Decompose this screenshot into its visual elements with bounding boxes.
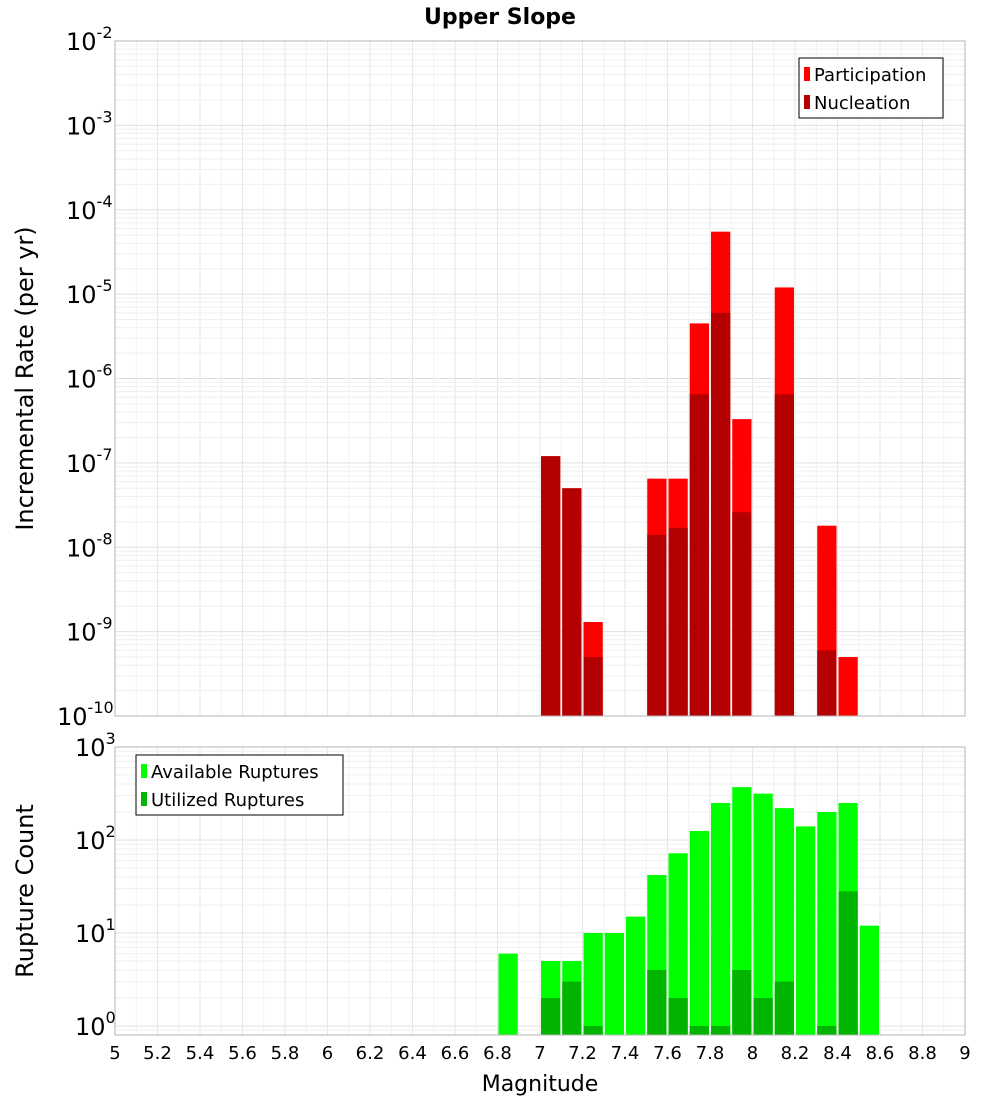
y-tick-label: 10-4 bbox=[66, 192, 113, 225]
bar bbox=[498, 953, 518, 1035]
x-tick-label: 5.8 bbox=[271, 1043, 300, 1064]
bar bbox=[774, 394, 794, 716]
y-tick-label: 10-2 bbox=[66, 23, 113, 56]
y-tick-label: 10-8 bbox=[66, 529, 113, 562]
x-tick-label: 7.4 bbox=[611, 1043, 640, 1064]
x-tick-label: 8.4 bbox=[823, 1043, 852, 1064]
bar bbox=[774, 808, 794, 1035]
x-tick-label: 7 bbox=[534, 1043, 545, 1064]
bar bbox=[541, 997, 561, 1035]
y-tick-label: 10-3 bbox=[66, 107, 113, 140]
x-tick-label: 8.6 bbox=[866, 1043, 895, 1064]
bar bbox=[668, 527, 688, 716]
y-tick-label: 100 bbox=[75, 1008, 116, 1041]
y-tick-label: 101 bbox=[75, 915, 116, 948]
x-tick-label: 9 bbox=[959, 1043, 970, 1064]
legend-box bbox=[798, 57, 944, 119]
x-tick-label: 5.6 bbox=[228, 1043, 257, 1064]
legend-swatch bbox=[804, 95, 810, 109]
legend-entry: Utilized Ruptures bbox=[151, 790, 304, 811]
bar bbox=[668, 853, 688, 1035]
x-tick-labels: 5 5.2 5.4 5.6 5.8 6 6.2 6.4 6.6 6.8 7 7.2 7.4 7.6 7.8 8… bbox=[109, 1043, 970, 1064]
legend: Available Ruptures Utilized Ruptures bbox=[135, 754, 344, 816]
legend-swatch bbox=[804, 67, 810, 81]
x-tick-label: 7.2 bbox=[568, 1043, 597, 1064]
x-tick-label: 8.2 bbox=[781, 1043, 810, 1064]
bar bbox=[774, 981, 794, 1035]
bar bbox=[583, 657, 603, 716]
bar bbox=[732, 512, 752, 716]
x-tick-label: 5.2 bbox=[143, 1043, 172, 1064]
bar bbox=[647, 534, 667, 716]
y-tick-labels: 10-10 10-9 10-8 10-7 10-6 10-5 10-4 10-3 10-2 bbox=[57, 23, 114, 731]
x-tick-label: 6 bbox=[322, 1043, 333, 1064]
x-tick-label: 5.4 bbox=[186, 1043, 215, 1064]
plot-border bbox=[114, 40, 966, 717]
bar bbox=[647, 969, 667, 1035]
bar bbox=[859, 925, 879, 1035]
y-tick-label: 10-9 bbox=[66, 614, 113, 647]
bar bbox=[753, 793, 773, 1035]
x-axis-label: Magnitude bbox=[482, 1072, 599, 1097]
x-tick-label: 8 bbox=[747, 1043, 758, 1064]
legend-entry: Nucleation bbox=[814, 93, 910, 114]
panel-1: 10-10 10-9 10-8 10-7 10-6 10-5 10-4 10-3 10-2 Inc… bbox=[11, 5, 966, 731]
x-tick-label: 6.8 bbox=[483, 1043, 512, 1064]
y-tick-label: 103 bbox=[75, 729, 116, 762]
panel-2: 100 101 102 103 Rupture Count 5 5.2 5.4 5.6 5.8 6 6… bbox=[11, 729, 971, 1097]
x-tick-label: 6.2 bbox=[356, 1043, 385, 1064]
y-tick-label: 10-6 bbox=[66, 361, 113, 394]
x-tick-label: 7.8 bbox=[696, 1043, 725, 1064]
bar bbox=[711, 312, 731, 716]
bar bbox=[668, 997, 688, 1035]
bar bbox=[838, 891, 858, 1035]
legend-swatch bbox=[141, 764, 147, 778]
x-tick-label: 8.8 bbox=[908, 1043, 937, 1064]
bar bbox=[583, 1025, 603, 1035]
bar bbox=[562, 981, 582, 1035]
legend-entry: Available Ruptures bbox=[151, 762, 319, 783]
x-tick-label: 6.6 bbox=[441, 1043, 470, 1064]
bar bbox=[753, 997, 773, 1035]
bar bbox=[838, 657, 858, 716]
x-tick-label: 6.4 bbox=[398, 1043, 427, 1064]
bar bbox=[541, 456, 561, 716]
y-tick-label: 10-10 bbox=[57, 698, 114, 731]
legend-entry: Participation bbox=[814, 65, 926, 86]
chart-title: Upper Slope bbox=[424, 5, 576, 30]
bar bbox=[689, 394, 709, 716]
bar bbox=[604, 932, 624, 1035]
y-tick-label: 10-7 bbox=[66, 445, 113, 478]
bar bbox=[689, 830, 709, 1035]
bar bbox=[711, 1025, 731, 1035]
bar bbox=[817, 1025, 837, 1035]
y-tick-labels: 100 101 102 103 bbox=[75, 729, 116, 1041]
y-axis-label: Incremental Rate (per yr) bbox=[11, 226, 39, 530]
y-tick-label: 102 bbox=[75, 822, 116, 855]
legend: Participation Nucleation bbox=[798, 57, 944, 119]
bar bbox=[626, 916, 646, 1035]
bar bbox=[583, 932, 603, 1035]
bar bbox=[817, 812, 837, 1035]
bar bbox=[732, 969, 752, 1035]
series-available-ruptures bbox=[498, 787, 879, 1035]
bar bbox=[562, 488, 582, 716]
bar bbox=[817, 650, 837, 716]
plot-border bbox=[114, 746, 966, 1036]
bar bbox=[796, 826, 816, 1035]
bar bbox=[689, 1025, 709, 1035]
x-tick-label: 7.6 bbox=[653, 1043, 682, 1064]
legend-box bbox=[135, 754, 344, 816]
y-tick-label: 10-5 bbox=[66, 276, 113, 309]
bar bbox=[711, 802, 731, 1035]
x-tick-label: 5 bbox=[109, 1043, 120, 1064]
series-nucleation bbox=[541, 312, 837, 716]
series-utilized-ruptures bbox=[541, 891, 858, 1035]
legend-swatch bbox=[141, 792, 147, 806]
grid bbox=[114, 40, 966, 717]
y-axis-label: Rupture Count bbox=[11, 804, 39, 978]
